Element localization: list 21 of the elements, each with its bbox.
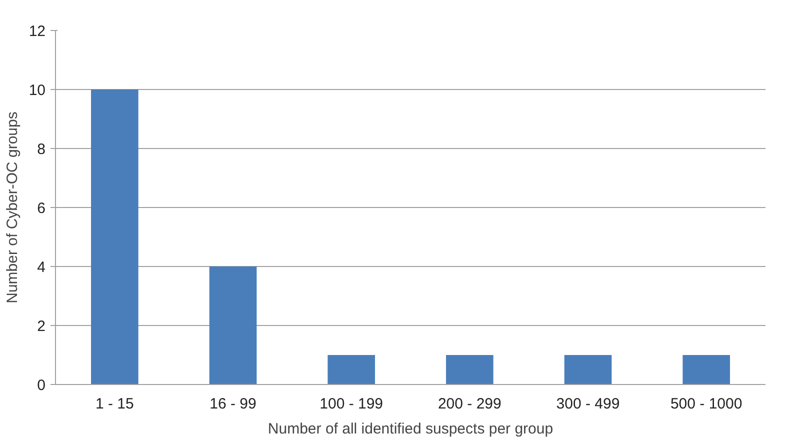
x-tick-label: 500 - 1000 [670, 396, 742, 412]
x-axis-title: Number of all identified suspects per group [268, 420, 554, 438]
y-tick-label: 4 [37, 259, 46, 276]
y-tick-label: 2 [37, 318, 46, 335]
x-tick-label: 300 - 499 [556, 396, 620, 412]
y-tick-label: 0 [37, 377, 46, 394]
bar [91, 90, 138, 384]
bar [682, 355, 730, 384]
y-tick-label: 10 [28, 82, 46, 99]
x-tick-label: 100 - 199 [320, 396, 384, 412]
y-tick-label: 6 [37, 200, 46, 217]
bar [328, 355, 375, 384]
bar [564, 355, 612, 384]
y-tick-label: 12 [28, 23, 46, 40]
x-tick-label: 1 - 15 [95, 396, 134, 412]
y-axis-title: Number of Cyber-OC groups [4, 112, 21, 304]
bar [209, 266, 257, 384]
y-tick-label: 8 [37, 141, 46, 158]
bar [446, 355, 494, 384]
x-tick-label: 200 - 299 [438, 396, 502, 412]
x-tick-label: 16 - 99 [210, 396, 256, 412]
